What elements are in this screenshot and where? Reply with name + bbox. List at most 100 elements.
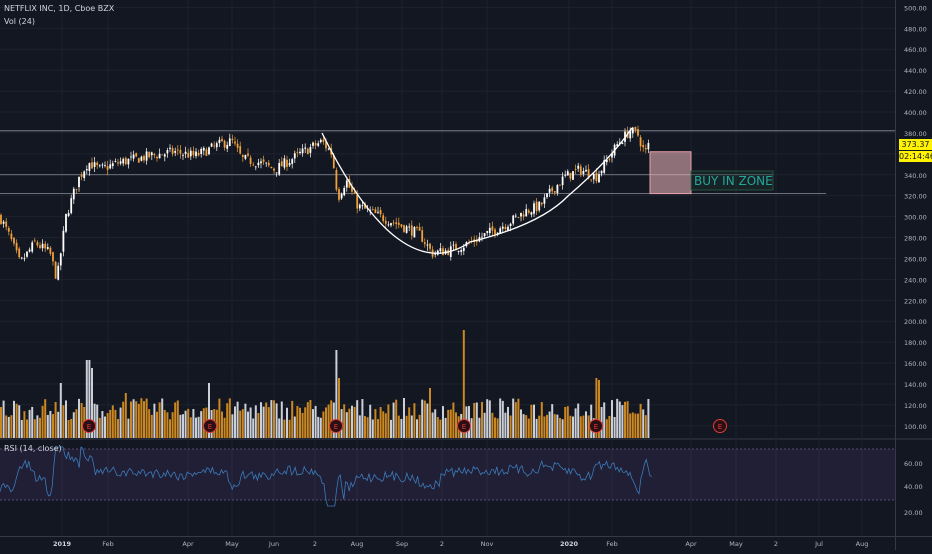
volume-bar [301,412,304,438]
volume-bar [262,406,265,438]
volume-bar [257,412,260,438]
volume-bar [436,417,439,438]
candle-body [621,142,624,144]
candle-body [70,198,73,214]
volume-bar [319,417,322,438]
volume-bar [15,403,18,438]
price-axis-tick: 300.00 [904,214,927,222]
candle-body [28,249,31,252]
price-axis-tick: 200.00 [904,318,927,326]
volume-bar [491,412,494,438]
volume-bar [299,407,301,438]
candle-body [96,162,99,166]
volume-bar [184,410,187,438]
volume-bar [171,412,174,438]
candle-body [241,154,244,157]
time-axis-tick: Feb [606,540,618,548]
candle-body [184,151,187,154]
cup-arc-drawing[interactable] [321,127,633,254]
volume-bar [377,419,379,438]
candle-body [442,248,444,256]
volume-bar [335,350,338,438]
time-axis-tick: Nov [481,540,494,548]
candle-body [499,228,502,234]
candle-body [603,160,606,173]
candle-body [538,201,541,211]
candle-body [93,162,96,167]
volume-bar [426,403,429,438]
candle-body [158,153,161,159]
volume-bar [189,417,192,438]
volume-bar [135,401,138,438]
volume-bar [572,416,574,438]
volume-bar [241,409,244,438]
candle-body [39,245,41,248]
candle-body [325,141,327,149]
candle-body [405,226,408,233]
candle-body [166,150,169,154]
time-axis-tick: 2 [774,540,778,548]
candle-body [111,163,114,166]
volume-bar [46,414,49,438]
volume-bar [252,418,255,438]
volume-bar [26,419,28,438]
candle-body [377,211,379,213]
candle-body [20,257,23,259]
volume-bar [608,415,611,438]
candle-body [587,169,590,179]
volume-bar [548,411,551,438]
price-axis-tick: 480.00 [904,25,927,33]
candle-body [143,155,145,161]
volume-bar [161,398,164,438]
volume-bar [111,405,114,438]
volume-bar [169,419,171,438]
volume-bar [405,415,408,438]
rsi-legend[interactable]: RSI (14, close) [4,444,62,453]
volume-legend[interactable]: Vol (24) [4,17,35,26]
volume-bar [527,418,530,438]
buy-zone-rect [649,151,692,195]
volume-bar [395,399,398,438]
candle-body [200,148,203,155]
buy-zone-annotation[interactable]: BUY IN ZONE [649,151,774,195]
candle-body [192,150,195,156]
candle-body [439,248,442,252]
volume-bar [499,398,502,438]
time-axis-tick: 2020 [560,540,579,548]
volume-bar [5,415,8,438]
candle-body [179,149,182,154]
volume-bar [293,416,296,438]
volume-bar [444,417,447,438]
volume-bar [36,415,39,438]
volume-bar [288,419,291,438]
candle-body [33,240,36,242]
candle-body [202,147,205,151]
candle-body [418,227,421,231]
volume-bar [514,402,517,438]
volume-bar [265,402,268,438]
candle-body [387,224,390,226]
price-axis-tick: 340.00 [904,172,927,180]
volume-bar [447,409,450,438]
volume-bar [382,411,385,438]
candle-body [574,169,577,170]
candle-body [270,166,273,169]
symbol-legend[interactable]: NETFLIX INC, 1D, Cboe BZX [4,4,115,13]
candle-body [239,146,242,154]
candle-body [234,141,236,144]
earnings-marker [329,419,343,433]
volume-bar [455,412,457,438]
candle-body [522,214,525,217]
candle-body [122,158,125,164]
candle-body [41,243,44,249]
axes[interactable]: 500.00 480.00 460.00 440.00 420.00 400.00 380.… [53,4,927,548]
candle-body [65,213,67,232]
volume-bar [140,398,143,438]
volume-bar [187,408,190,438]
volume-bar [44,399,47,438]
volume-bar [626,401,629,438]
candle-body [457,250,460,252]
